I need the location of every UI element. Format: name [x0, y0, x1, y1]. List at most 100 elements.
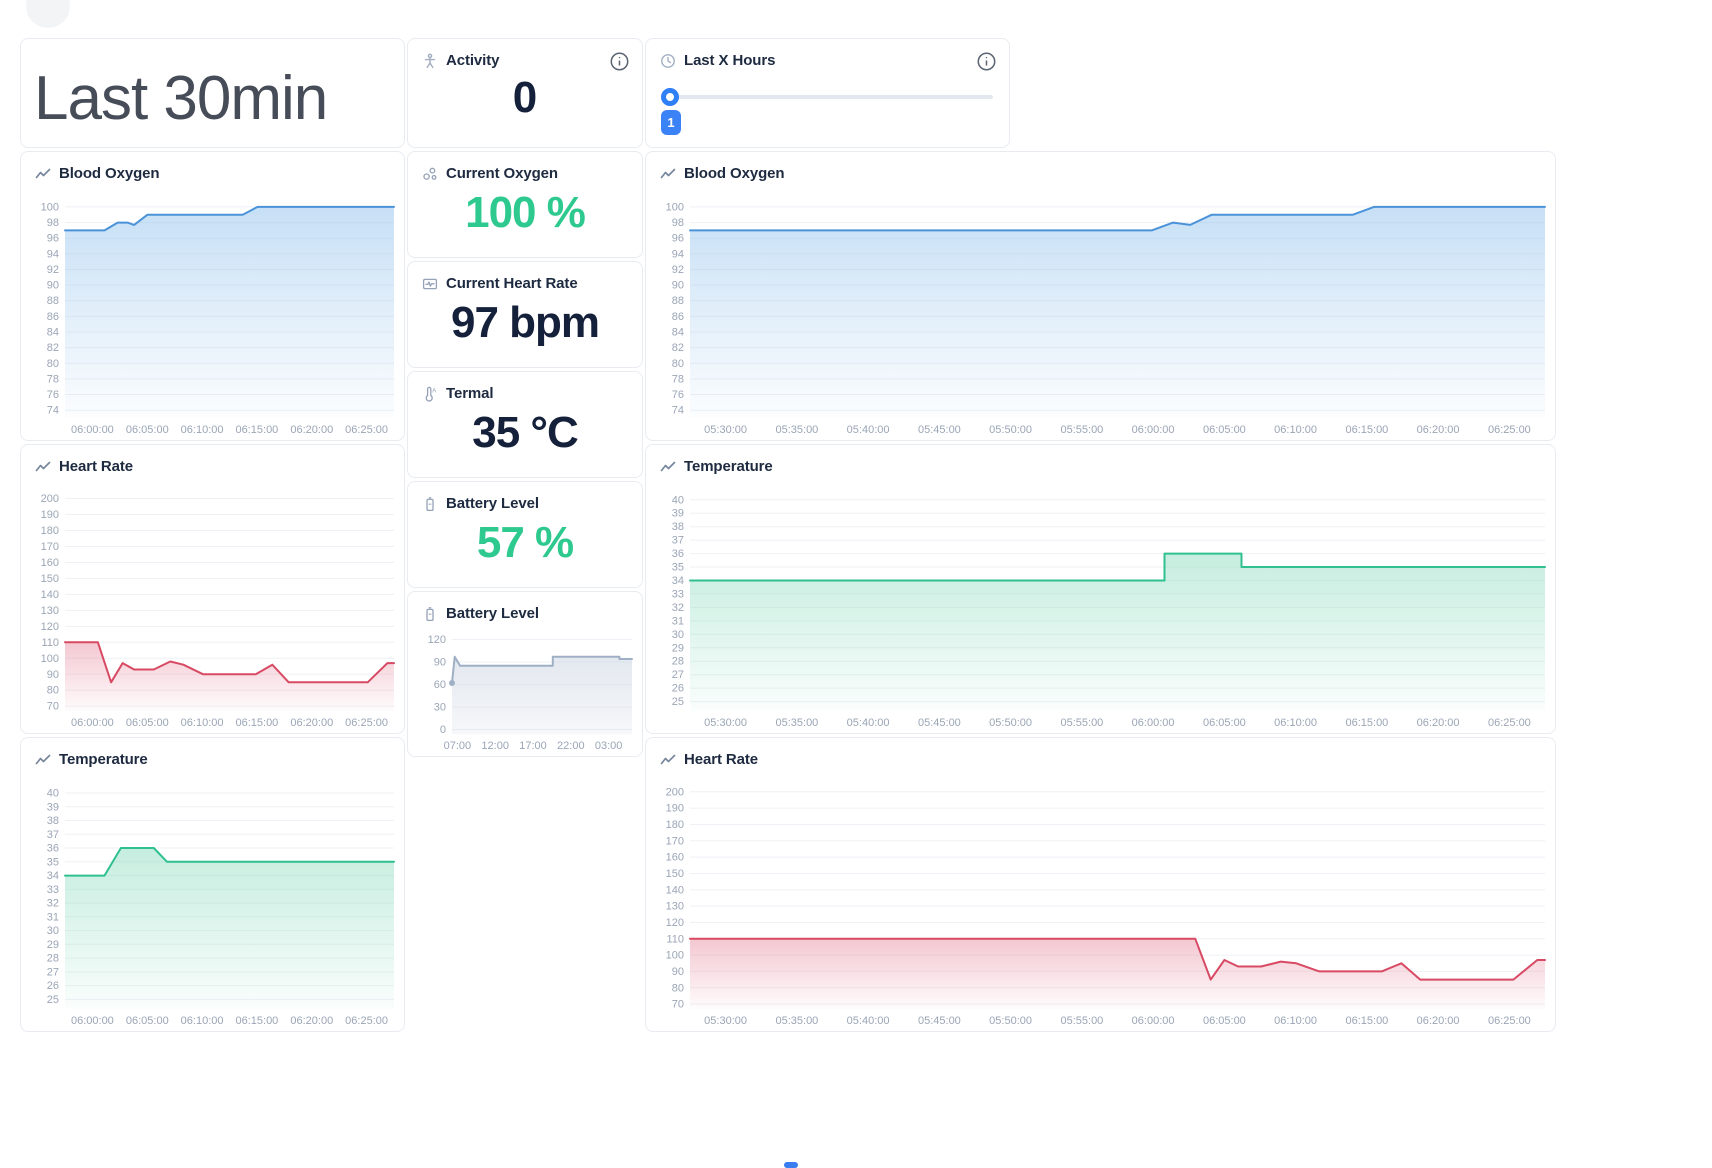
svg-text:25: 25 — [47, 994, 59, 1006]
svg-text:05:30:00: 05:30:00 — [704, 717, 747, 729]
current-heart-rate-card: Current Heart Rate 97 bpm — [407, 261, 643, 368]
temperature-chart-left[interactable]: 40 39 38 37 36 35 34 33 32 31 30 29 28 27 26 25 06:00:00… — [27, 778, 400, 1029]
svg-text:98: 98 — [672, 217, 684, 229]
svg-text:12:00: 12:00 — [481, 740, 509, 752]
svg-text:06:15:00: 06:15:00 — [1345, 1015, 1388, 1027]
time-range-title: Last 30min — [34, 64, 328, 133]
svg-text:06:05:00: 06:05:00 — [126, 1015, 169, 1027]
current-oxygen-label: Current Oxygen — [446, 165, 558, 182]
svg-text:27: 27 — [47, 966, 59, 978]
chart-title: Temperature — [684, 458, 773, 475]
svg-text:05:45:00: 05:45:00 — [918, 1015, 961, 1027]
svg-text:80: 80 — [672, 982, 684, 994]
svg-text:31: 31 — [47, 911, 59, 923]
info-icon[interactable] — [976, 51, 997, 72]
svg-text:05:50:00: 05:50:00 — [989, 424, 1032, 436]
svg-text:0: 0 — [440, 724, 446, 736]
svg-text:100: 100 — [41, 653, 59, 665]
svg-text:82: 82 — [47, 342, 59, 354]
svg-text:22:00: 22:00 — [557, 740, 585, 752]
hours-slider[interactable]: 1 — [661, 88, 993, 139]
current-oxygen-card: Current Oxygen 100 % — [407, 151, 643, 258]
svg-text:06:25:00: 06:25:00 — [345, 1015, 388, 1027]
svg-text:35: 35 — [672, 562, 684, 574]
svg-text:06:00:00: 06:00:00 — [71, 424, 114, 436]
svg-text:76: 76 — [672, 389, 684, 401]
svg-text:86: 86 — [672, 311, 684, 323]
svg-text:26: 26 — [47, 980, 59, 992]
heart-rate-card-right: Heart Rate 200 190 180 170 160 150 140 130 120 11… — [645, 737, 1556, 1032]
last-x-hours-label: Last X Hours — [684, 52, 776, 69]
svg-text:74: 74 — [672, 405, 684, 417]
blood-oxygen-card-right: Blood Oxygen 100 98 96 94 92 90 88 86 84 82 80 78 76… — [645, 151, 1556, 441]
svg-text:120: 120 — [666, 917, 684, 929]
svg-text:06:10:00: 06:10:00 — [1274, 1015, 1317, 1027]
scroll-indicator[interactable] — [784, 1162, 798, 1168]
svg-text:06:20:00: 06:20:00 — [290, 1015, 333, 1027]
svg-text:06:00:00: 06:00:00 — [1132, 424, 1175, 436]
svg-text:06:05:00: 06:05:00 — [1203, 424, 1246, 436]
svg-text:170: 170 — [41, 541, 59, 553]
activity-card: Activity 0 — [407, 38, 643, 148]
temperature-chart-right[interactable]: 40 39 38 37 36 35 34 33 32 31 30 29 28 27 26 25 05:30:00… — [652, 485, 1551, 731]
svg-text:17:00: 17:00 — [519, 740, 547, 752]
svg-text:06:20:00: 06:20:00 — [1417, 1015, 1460, 1027]
svg-text:05:45:00: 05:45:00 — [918, 717, 961, 729]
svg-text:28: 28 — [672, 656, 684, 668]
chart-title: Heart Rate — [684, 751, 759, 768]
svg-text:150: 150 — [666, 868, 684, 880]
battery-level-chart[interactable]: 120 90 60 30 0 07:00 12:00 17:00 22:00 03:00 — [414, 628, 638, 754]
svg-text:180: 180 — [41, 525, 59, 537]
svg-text:05:30:00: 05:30:00 — [704, 424, 747, 436]
svg-text:80: 80 — [47, 685, 59, 697]
slider-track[interactable] — [662, 95, 993, 99]
svg-text:96: 96 — [47, 233, 59, 245]
termal-card: A Termal 35 °C — [407, 371, 643, 478]
svg-text:40: 40 — [47, 788, 59, 800]
molecule-icon — [422, 166, 438, 182]
svg-text:06:05:00: 06:05:00 — [1203, 1015, 1246, 1027]
battery-level-value: 57 % — [476, 518, 574, 567]
heart-rate-chart-right[interactable]: 200 190 180 170 160 150 140 130 120 110 100 90 80 70 0… — [652, 778, 1551, 1029]
avatar-placeholder — [26, 0, 70, 28]
svg-text:39: 39 — [672, 508, 684, 520]
svg-text:29: 29 — [47, 939, 59, 951]
current-oxygen-value: 100 % — [465, 188, 586, 237]
slider-handle[interactable] — [661, 88, 679, 106]
svg-text:06:15:00: 06:15:00 — [235, 424, 278, 436]
svg-text:03:00: 03:00 — [595, 740, 623, 752]
svg-text:06:15:00: 06:15:00 — [1345, 717, 1388, 729]
svg-text:06:10:00: 06:10:00 — [1274, 717, 1317, 729]
clock-icon — [660, 53, 676, 69]
svg-text:70: 70 — [47, 701, 59, 713]
svg-text:05:40:00: 05:40:00 — [847, 1015, 890, 1027]
svg-text:30: 30 — [47, 925, 59, 937]
blood-oxygen-card-left: Blood Oxygen 100 98 96 94 92 90 88 86 84 82 80 78 76… — [20, 151, 405, 441]
svg-text:90: 90 — [672, 280, 684, 292]
svg-text:06:10:00: 06:10:00 — [181, 1015, 224, 1027]
thermometer-icon: A — [422, 386, 438, 402]
svg-text:98: 98 — [47, 217, 59, 229]
trend-icon — [660, 459, 676, 475]
svg-text:06:00:00: 06:00:00 — [1132, 717, 1175, 729]
info-icon[interactable] — [609, 51, 630, 72]
chart-title: Blood Oxygen — [59, 165, 160, 182]
svg-text:38: 38 — [47, 815, 59, 827]
heart-rate-card-left: Heart Rate 200 190 180 170 160 150 140 130 120 11… — [20, 444, 405, 734]
svg-text:A: A — [432, 388, 436, 394]
heart-rate-chart-left[interactable]: 200 190 180 170 160 150 140 130 120 110 100 90 80 70 0… — [27, 485, 400, 731]
svg-text:33: 33 — [47, 884, 59, 896]
svg-text:05:50:00: 05:50:00 — [989, 717, 1032, 729]
last-x-hours-card: Last X Hours 1 — [645, 38, 1010, 148]
blood-oxygen-chart-right[interactable]: 100 98 96 94 92 90 88 86 84 82 80 78 76 74 05:30:00 05:… — [652, 192, 1551, 438]
svg-text:36: 36 — [672, 548, 684, 560]
svg-text:120: 120 — [428, 634, 446, 646]
svg-text:190: 190 — [666, 803, 684, 815]
svg-text:35: 35 — [47, 856, 59, 868]
svg-text:200: 200 — [666, 786, 684, 798]
blood-oxygen-chart-left[interactable]: 100 98 96 94 92 90 88 86 84 82 80 78 76 74 06:00:00 06:… — [27, 192, 400, 438]
termal-label: Termal — [446, 385, 494, 402]
temperature-card-left: Temperature 40 39 38 37 36 35 34 33 32 31 30 29 28 27… — [20, 737, 405, 1032]
svg-text:100: 100 — [41, 201, 59, 213]
svg-text:88: 88 — [47, 295, 59, 307]
